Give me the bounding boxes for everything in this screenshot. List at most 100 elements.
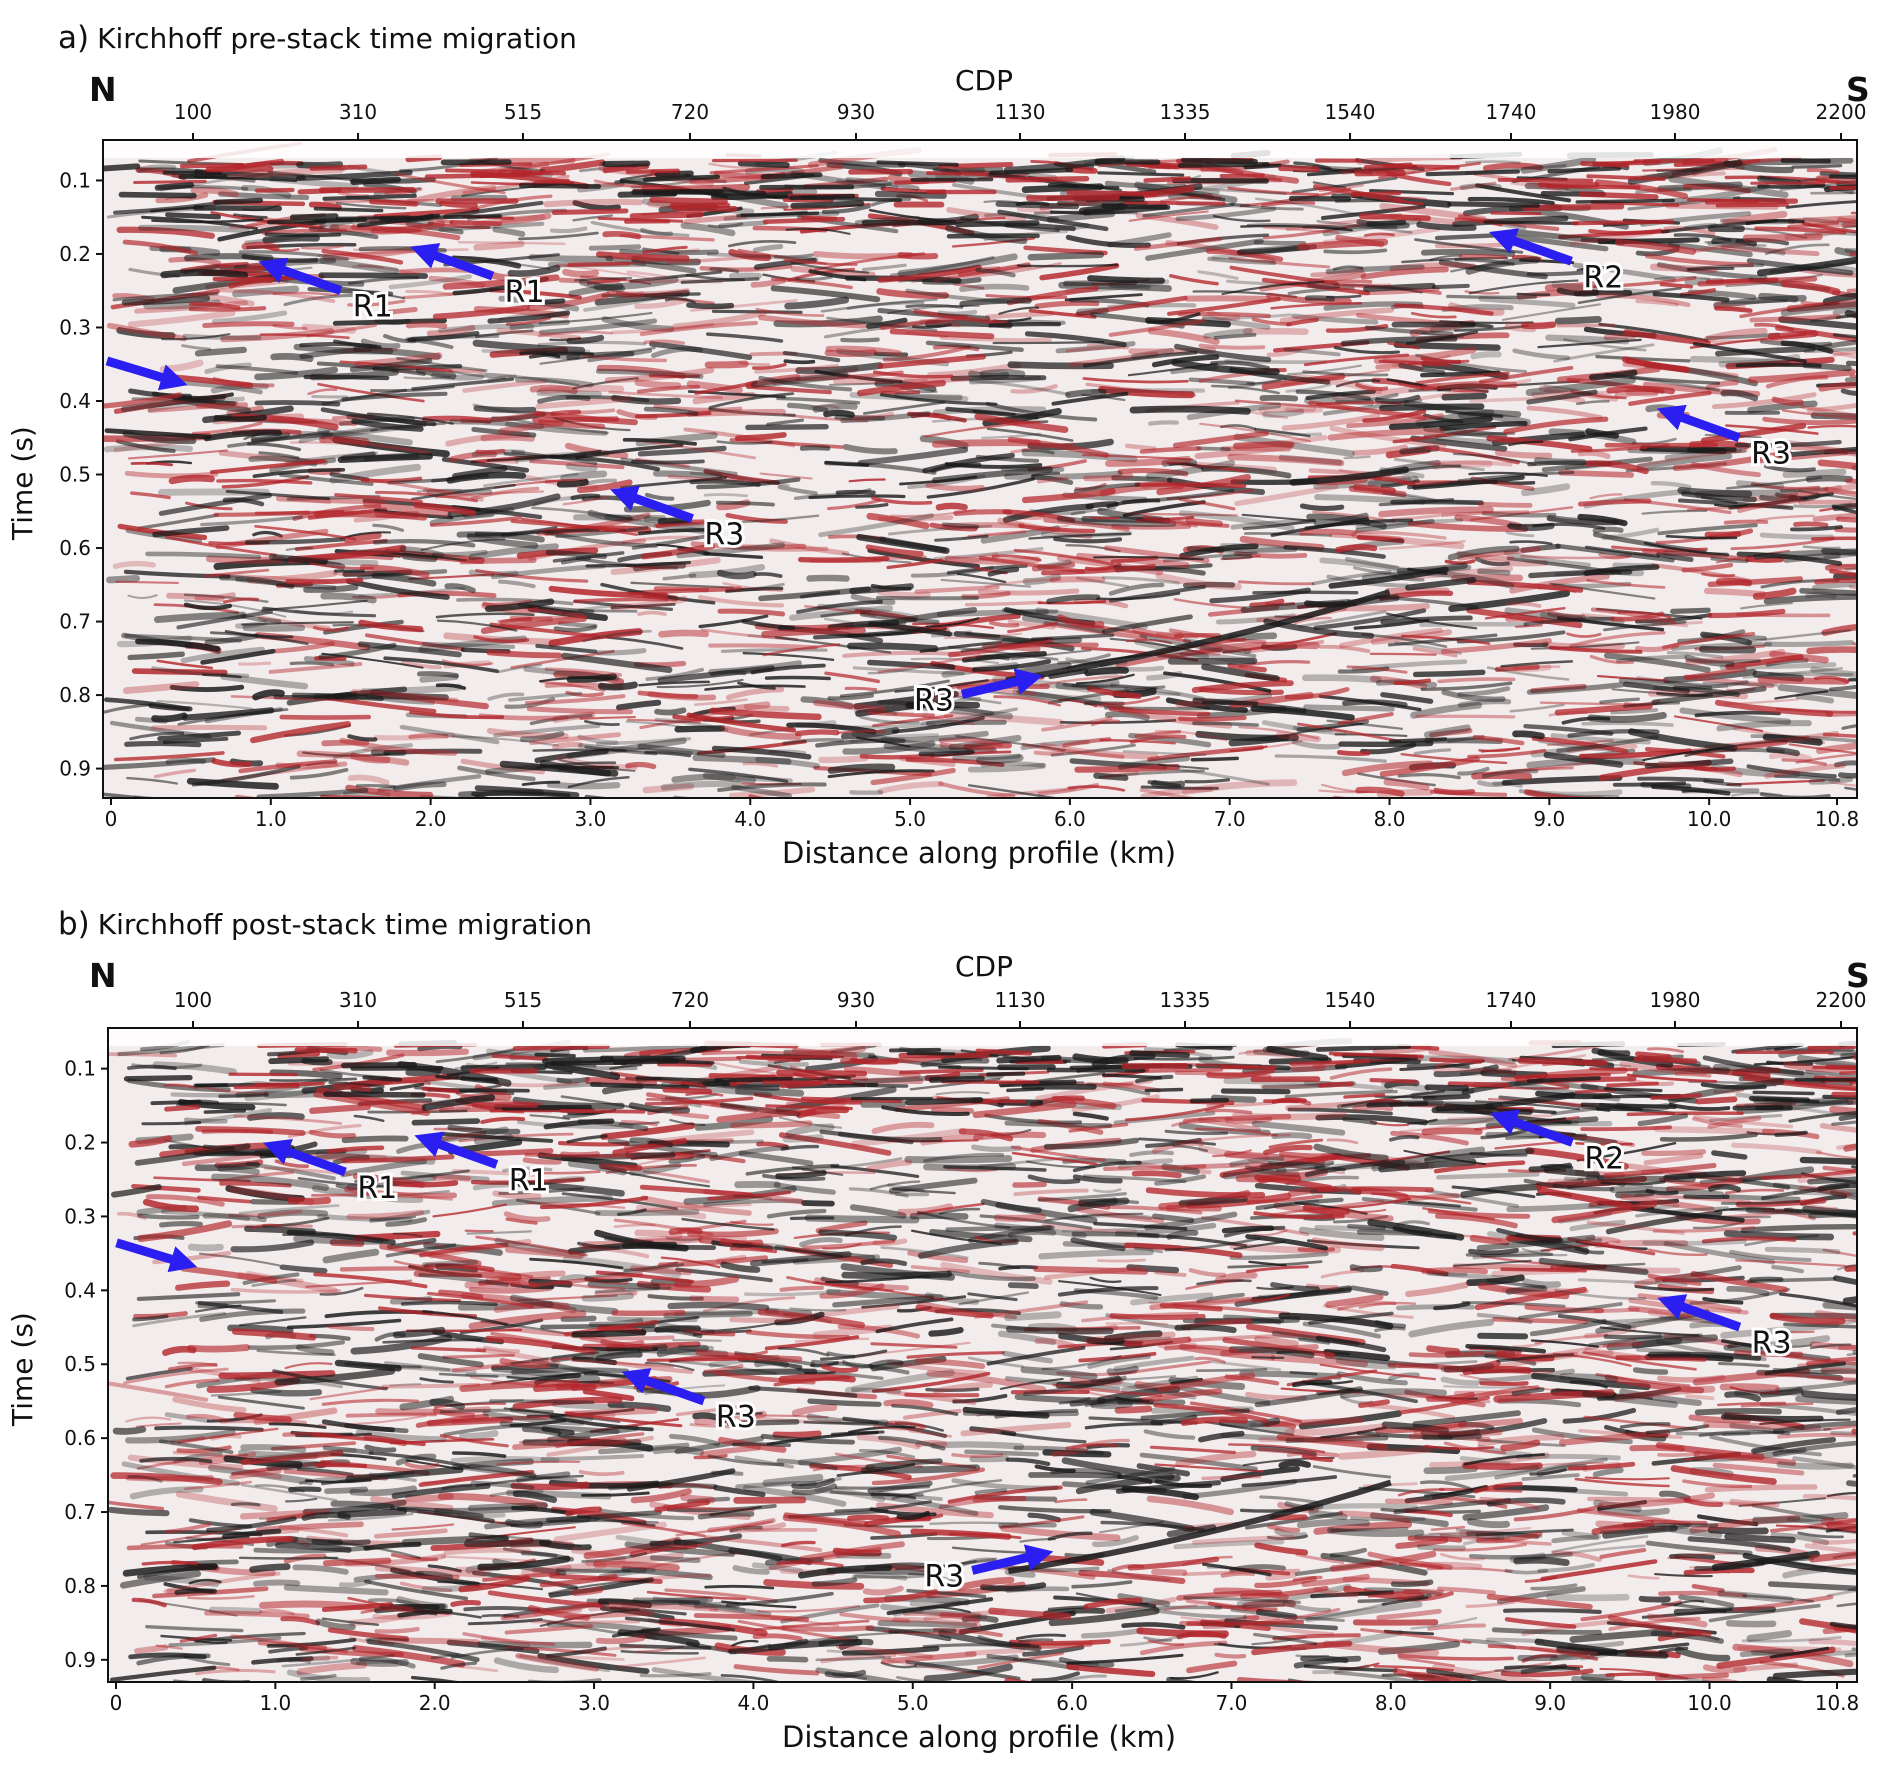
x-axis-label: Distance along profile (km) [782,836,1177,870]
x-tick-label: 6.0 [1056,1691,1088,1715]
south-label: S [1846,956,1870,995]
x-tick-label: 1.0 [255,807,287,831]
annotation-label: R3 [924,1559,964,1594]
x-tick-label: 9.0 [1534,1691,1566,1715]
x-tick-label: 3.0 [575,807,607,831]
x-tick-label: 1.0 [259,1691,291,1715]
cdp-tick-label: 1980 [1650,100,1701,124]
x-tick-label: 2.0 [419,1691,451,1715]
y-tick-label: 0.3 [64,1204,96,1228]
annotation-label: R1 [357,1171,397,1206]
south-label: S [1846,70,1870,109]
annotation-label-halo: R3 [716,1400,756,1435]
y-tick-label: 0.7 [59,610,91,634]
cdp-tick-label: 100 [174,988,212,1012]
annotation-label: R1 [505,275,545,310]
annotation-label-halo: R3 [924,1559,964,1594]
y-tick-label: 0.9 [59,757,91,781]
y-tick-label: 0.6 [64,1426,96,1450]
y-axis-label: Time (s) [6,1312,39,1426]
north-label: N [89,956,117,995]
annotation-label: R1 [353,290,393,325]
reflector-r3-deep [1005,589,1391,684]
cdp-tick-label: 2200 [1816,988,1867,1012]
annotation-arrow [621,1368,706,1406]
x-tick-label: 5.0 [894,807,926,831]
annotation-arrow [610,485,694,523]
panel-title: a) Kirchhoff pre-stack time migration [58,20,577,56]
annotation-label-halo: R3 [704,518,744,553]
panel-a: a) Kirchhoff pre-stack time migration N S… [0,0,1892,880]
annotation-label-halo: R1 [509,1164,549,1199]
y-axis-label: Time (s) [6,426,39,540]
cdp-tick-label: 1740 [1486,100,1537,124]
annotation-arrow [1489,228,1573,266]
seismic-texture [108,1028,1857,1682]
x-axis-label: Distance along profile (km) [782,1720,1177,1754]
x-tick-label: 7.0 [1216,1691,1248,1715]
y-tick-label: 0.6 [59,536,91,560]
annotation-arrow [1656,404,1741,442]
cdp-tick-label: 1335 [1160,988,1211,1012]
y-tick-label: 0.5 [59,463,91,487]
north-label: N [89,70,117,109]
annotation-label: R3 [1752,1326,1792,1361]
annotation-arrow [1489,1109,1574,1147]
x-tick-label: 4.0 [738,1691,770,1715]
cdp-tick-label: 1335 [1160,100,1211,124]
annotation-label-halo: R2 [1584,1141,1624,1176]
cdp-tick-label: 1540 [1325,988,1376,1012]
cdp-tick-label: 1130 [995,988,1046,1012]
cdp-tick-label: 1540 [1325,100,1376,124]
y-tick-label: 0.1 [59,168,91,192]
x-tick-label: 10.8 [1815,1691,1860,1715]
annotation-label: R2 [1583,260,1623,295]
x-tick-label: 5.0 [897,1691,929,1715]
annotation-label: R3 [914,683,954,718]
annotation-arrow [971,1544,1054,1575]
seismic-section-plot: 0.1 0.2 0.3 0.4 0.5 0.6 0.7 0.8 0.9 0 1.0 2.0 3.0 4.0… [64,988,1867,1715]
annotation-label: R1 [509,1164,549,1199]
annotation-label-halo: R3 [1751,437,1791,472]
y-tick-label: 0.3 [59,315,91,339]
cdp-tick-label: 1130 [995,100,1046,124]
panel-b: b) Kirchhoff post-stack time migration N … [0,886,1892,1772]
x-tick-label: 10.0 [1687,1691,1732,1715]
annotation-label: R3 [716,1400,756,1435]
panel-title-text: Kirchhoff post-stack time migration [97,908,593,941]
y-tick-label: 0.4 [64,1278,96,1302]
annotation-arrow [414,1131,499,1169]
x-tick-label: 9.0 [1533,807,1565,831]
x-tick-label: 3.0 [578,1691,610,1715]
cdp-tick-label: 930 [837,988,875,1012]
annotation-label-halo: R3 [1752,1326,1792,1361]
annotation-arrow [960,668,1043,699]
cdp-tick-label: 720 [671,988,709,1012]
x-tick-label: 8.0 [1374,807,1406,831]
cdp-tick-label: 1980 [1650,988,1701,1012]
y-tick-label: 0.1 [64,1057,96,1081]
annotation-arrow [115,1238,198,1273]
annotation-arrow [410,243,495,281]
y-tick-label: 0.4 [59,389,91,413]
x-tick-label: 7.0 [1214,807,1246,831]
annotation-arrow [1657,1294,1742,1332]
x-tick-label: 10.0 [1687,807,1732,831]
cdp-tick-label: 100 [174,100,212,124]
cdp-axis-title: CDP [955,64,1013,97]
x-tick-label: 4.0 [734,807,766,831]
annotation-arrow [262,1139,347,1177]
annotation-label: R2 [1584,1141,1624,1176]
panel-title: b) Kirchhoff post-stack time migration [58,906,592,942]
cdp-tick-label: 515 [504,100,542,124]
x-tick-label: 2.0 [415,807,447,831]
panel-letter: b) [58,906,90,942]
x-tick-label: 10.8 [1815,807,1860,831]
x-tick-label: 0 [105,807,118,831]
annotation-label-halo: R3 [914,683,954,718]
x-tick-label: 0 [110,1691,123,1715]
x-tick-label: 6.0 [1054,807,1086,831]
annotation-label-halo: R2 [1583,260,1623,295]
plot-frame [107,1027,1858,1683]
annotation-arrow [258,257,343,295]
